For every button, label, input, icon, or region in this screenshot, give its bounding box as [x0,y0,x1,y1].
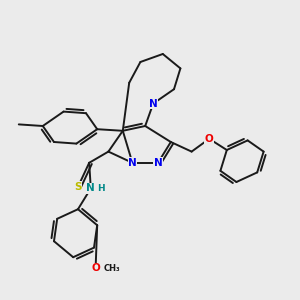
Text: N: N [154,158,162,168]
Text: O: O [91,263,100,273]
Text: H: H [97,184,105,193]
Text: N: N [149,99,158,109]
Text: CH₃: CH₃ [103,264,120,273]
Text: S: S [74,182,82,192]
Text: O: O [205,134,214,144]
Text: N: N [86,183,95,194]
Text: N: N [128,158,137,168]
